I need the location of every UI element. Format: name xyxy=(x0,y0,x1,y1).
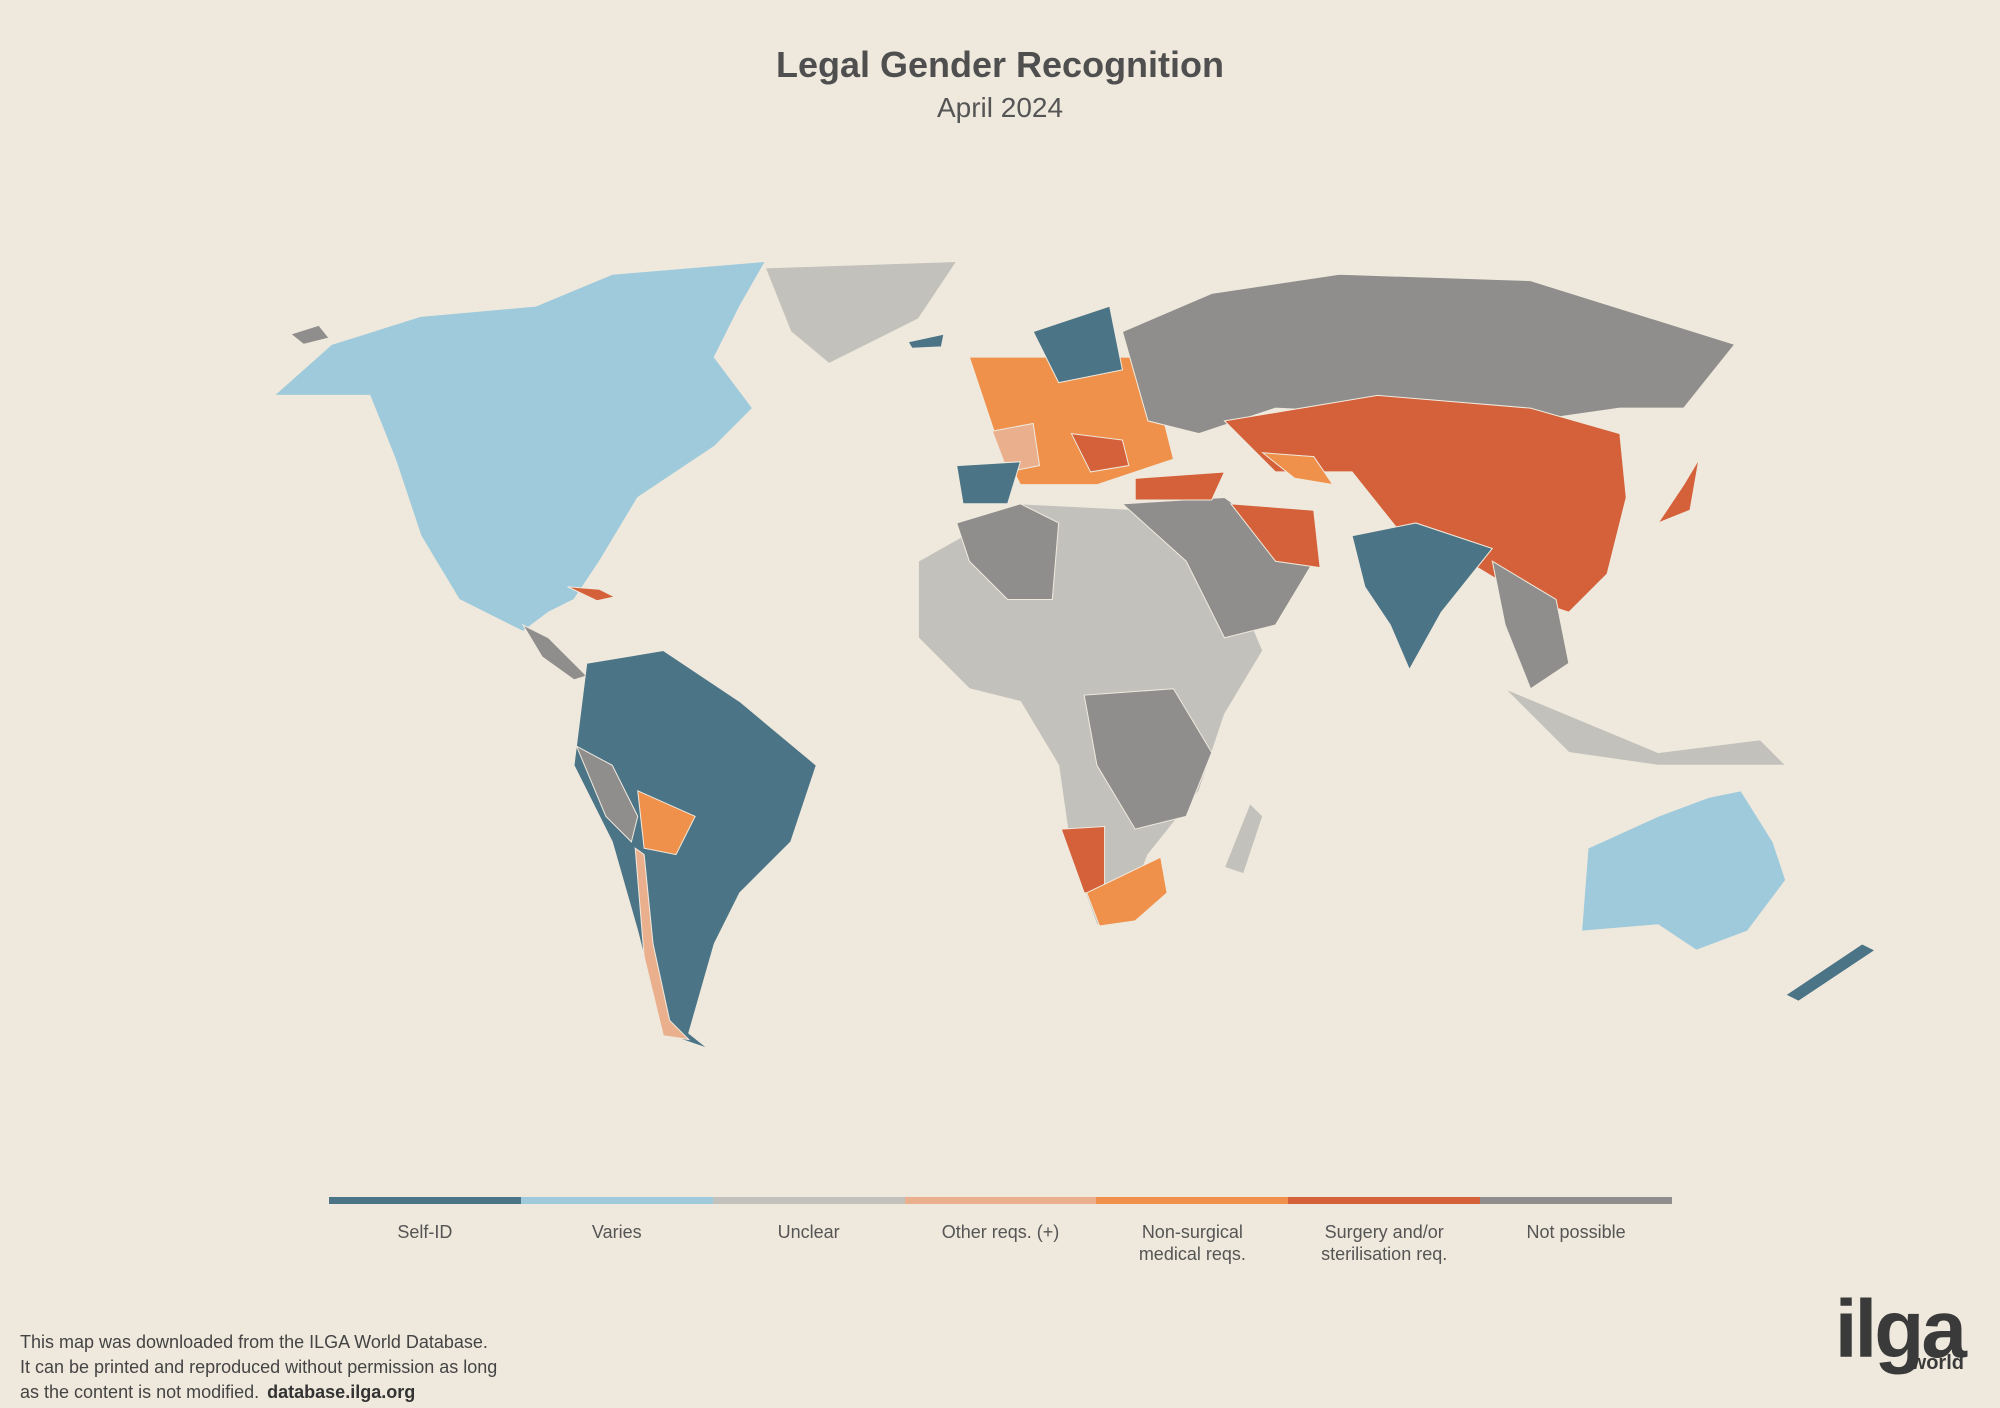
spain xyxy=(956,461,1022,505)
iran xyxy=(1229,503,1321,569)
russia xyxy=(1121,273,1736,435)
north-america xyxy=(272,260,767,632)
legend-swatch xyxy=(1096,1197,1289,1204)
logo-name: ilga xyxy=(1834,1284,1967,1375)
australia xyxy=(1581,790,1787,951)
legend-label: Unclear xyxy=(777,1222,840,1242)
legend-label: Not possible xyxy=(1526,1222,1626,1242)
balkans xyxy=(1070,433,1130,473)
chile xyxy=(634,847,691,1041)
indonesia xyxy=(1504,688,1787,766)
footer-line: This map was downloaded from the ILGA Wo… xyxy=(20,1332,488,1352)
bolivia xyxy=(637,789,696,856)
subtitle: April 2024 xyxy=(936,92,1064,123)
legend-swatch xyxy=(904,1197,1097,1204)
logo-tagline: world xyxy=(1910,1352,1964,1374)
scandinavia xyxy=(1032,305,1124,384)
namibia xyxy=(1060,825,1106,894)
cuba xyxy=(567,586,617,602)
legend-label: Surgery and/or sterilisation req. xyxy=(1321,1222,1448,1264)
legend-swatch xyxy=(1480,1197,1672,1204)
footer: This map was downloaded from the ILGA Wo… xyxy=(20,1330,497,1405)
legend-label: Varies xyxy=(591,1222,642,1242)
china-central-asia xyxy=(1223,394,1627,613)
greenland xyxy=(764,260,958,365)
alaska-islands xyxy=(289,324,330,345)
database-link[interactable]: database.ilga.org xyxy=(267,1382,416,1402)
legend-swatch xyxy=(1288,1197,1481,1204)
legend-label: Other reqs. (+) xyxy=(941,1222,1060,1242)
footer-line: as the content is not modified. database.… xyxy=(20,1380,497,1405)
uzbekistan xyxy=(1261,452,1334,486)
footer-line: It can be printed and reproduced without… xyxy=(20,1357,498,1377)
map-shapes xyxy=(272,260,1876,1049)
title: Legal Gender Recognition xyxy=(775,44,1225,85)
france xyxy=(991,422,1041,473)
new-zealand xyxy=(1784,943,1876,1002)
madagascar xyxy=(1223,802,1264,875)
central-america xyxy=(521,623,588,681)
south-america xyxy=(573,649,817,1049)
southeast-asia xyxy=(1491,560,1570,690)
legend-label: Self-ID xyxy=(397,1222,453,1242)
logo: ilga world xyxy=(1834,1284,1967,1375)
south-africa xyxy=(1086,856,1168,927)
turkey xyxy=(1134,471,1226,501)
central-africa xyxy=(1083,688,1213,830)
india xyxy=(1351,522,1494,671)
legend: Self-ID Varies Unclear Other reqs. (+) Non-s… xyxy=(329,1197,1672,1277)
legend-swatch xyxy=(520,1197,713,1204)
legend-swatch xyxy=(329,1197,521,1204)
iceland xyxy=(907,333,945,349)
japan xyxy=(1656,458,1700,525)
legend-label: Non-surgical medical reqs. xyxy=(1138,1222,1246,1264)
footer-text: as the content is not modified. xyxy=(20,1382,260,1402)
peru xyxy=(575,745,639,843)
legend-swatch xyxy=(712,1197,905,1204)
north-africa xyxy=(955,503,1060,600)
